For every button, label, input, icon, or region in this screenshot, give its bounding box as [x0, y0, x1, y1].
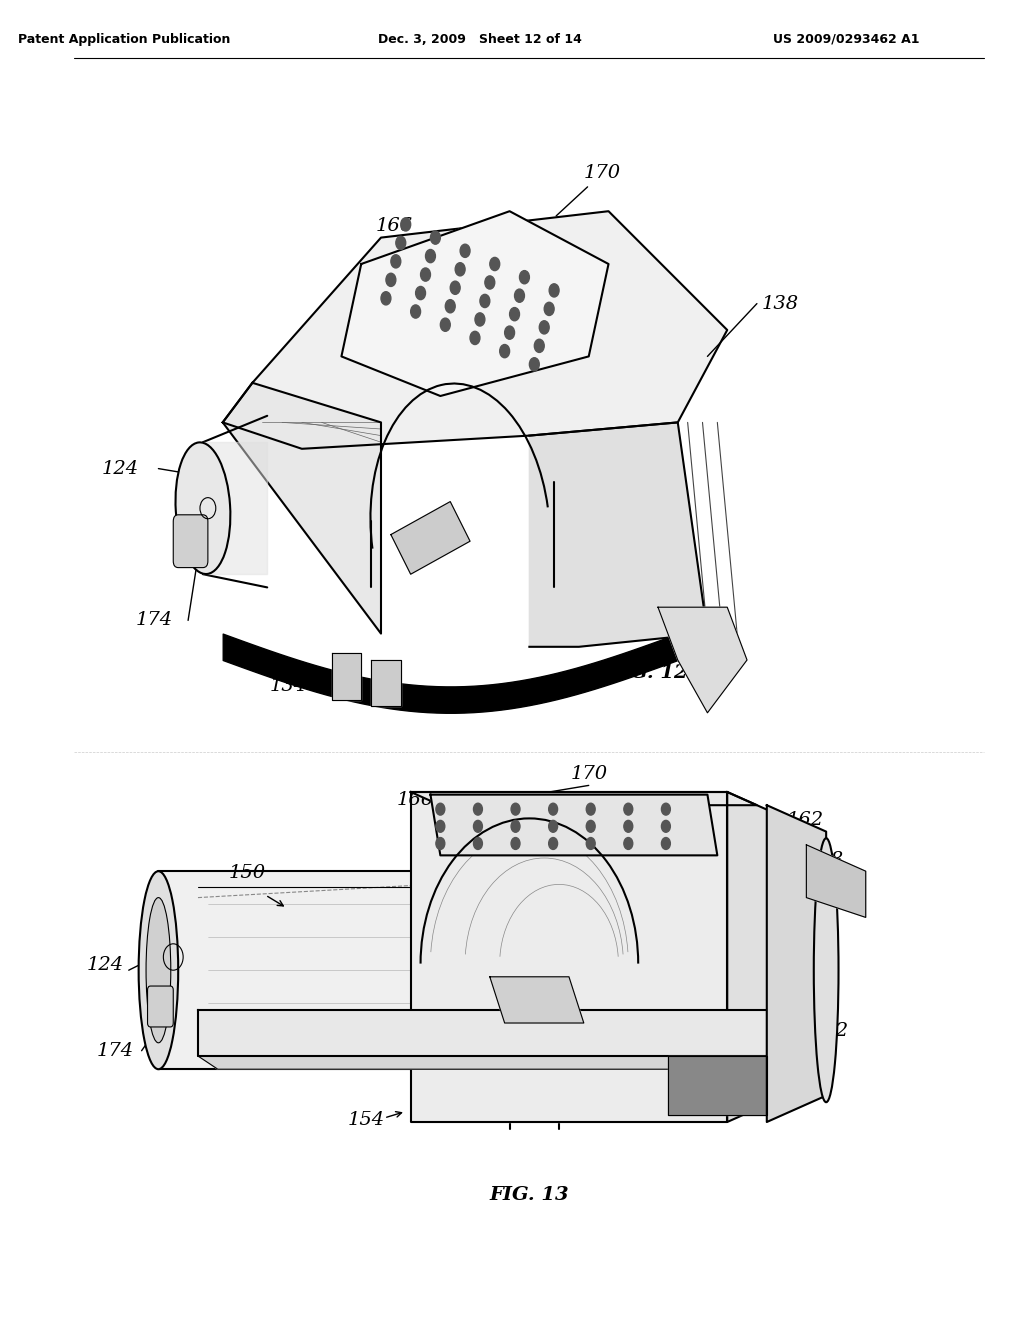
Ellipse shape: [175, 442, 230, 574]
Text: 142: 142: [811, 1022, 849, 1040]
Polygon shape: [767, 805, 826, 1122]
Circle shape: [473, 803, 482, 814]
Text: 154: 154: [347, 1110, 385, 1129]
Circle shape: [514, 289, 524, 302]
Text: 170: 170: [556, 164, 621, 216]
Circle shape: [473, 837, 482, 850]
Circle shape: [411, 305, 421, 318]
Circle shape: [511, 837, 520, 850]
Circle shape: [587, 803, 595, 814]
Circle shape: [485, 276, 495, 289]
Text: 134: 134: [269, 677, 307, 696]
Circle shape: [519, 271, 529, 284]
Polygon shape: [658, 607, 748, 713]
Circle shape: [587, 837, 595, 850]
FancyBboxPatch shape: [147, 986, 173, 1027]
Text: 166: 166: [397, 791, 434, 809]
Circle shape: [549, 820, 558, 833]
Circle shape: [662, 837, 671, 850]
Circle shape: [489, 257, 500, 271]
Circle shape: [456, 263, 465, 276]
Polygon shape: [341, 211, 608, 396]
Text: 124: 124: [87, 956, 124, 974]
Polygon shape: [411, 792, 757, 805]
Polygon shape: [222, 211, 727, 449]
Circle shape: [662, 803, 671, 814]
Polygon shape: [806, 845, 865, 917]
Text: 166: 166: [376, 216, 415, 275]
Circle shape: [480, 294, 489, 308]
Circle shape: [436, 837, 444, 850]
Circle shape: [511, 803, 520, 814]
Circle shape: [436, 803, 444, 814]
Polygon shape: [198, 1056, 786, 1069]
Circle shape: [400, 218, 411, 231]
Circle shape: [391, 255, 400, 268]
Polygon shape: [727, 792, 786, 1122]
Circle shape: [460, 244, 470, 257]
Polygon shape: [489, 977, 584, 1023]
Circle shape: [445, 300, 456, 313]
Circle shape: [386, 273, 396, 286]
Text: Dec. 3, 2009   Sheet 12 of 14: Dec. 3, 2009 Sheet 12 of 14: [378, 33, 582, 46]
FancyBboxPatch shape: [173, 515, 208, 568]
Circle shape: [451, 281, 460, 294]
Circle shape: [662, 820, 671, 833]
Text: FIG. 13: FIG. 13: [489, 1185, 569, 1204]
Polygon shape: [668, 1056, 767, 1115]
Text: 124: 124: [101, 459, 138, 478]
Circle shape: [624, 803, 633, 814]
Polygon shape: [411, 792, 727, 1122]
Circle shape: [549, 803, 558, 814]
Circle shape: [396, 236, 406, 249]
Text: Patent Application Publication: Patent Application Publication: [17, 33, 230, 46]
Circle shape: [430, 231, 440, 244]
Polygon shape: [430, 795, 718, 855]
Circle shape: [505, 326, 514, 339]
Circle shape: [624, 820, 633, 833]
Text: 138: 138: [762, 294, 799, 313]
Circle shape: [549, 837, 558, 850]
Circle shape: [475, 313, 485, 326]
Polygon shape: [391, 502, 470, 574]
Circle shape: [436, 820, 444, 833]
Circle shape: [540, 321, 549, 334]
Text: 162: 162: [786, 810, 823, 829]
Circle shape: [587, 820, 595, 833]
Circle shape: [510, 308, 519, 321]
Circle shape: [381, 292, 391, 305]
Circle shape: [535, 339, 544, 352]
Circle shape: [470, 331, 480, 345]
Polygon shape: [159, 871, 668, 1069]
Circle shape: [549, 284, 559, 297]
Circle shape: [426, 249, 435, 263]
Circle shape: [624, 837, 633, 850]
Text: 150: 150: [229, 863, 266, 882]
Text: 174: 174: [96, 1041, 134, 1060]
Circle shape: [544, 302, 554, 315]
Circle shape: [473, 820, 482, 833]
Text: FIG. 12: FIG. 12: [608, 664, 688, 682]
Text: 138: 138: [806, 850, 844, 869]
Polygon shape: [371, 660, 400, 706]
Polygon shape: [529, 422, 708, 647]
Circle shape: [421, 268, 430, 281]
Polygon shape: [222, 383, 381, 634]
Text: US 2009/0293462 A1: US 2009/0293462 A1: [773, 33, 920, 46]
Ellipse shape: [138, 871, 178, 1069]
Polygon shape: [198, 1010, 767, 1056]
Circle shape: [500, 345, 510, 358]
Circle shape: [529, 358, 540, 371]
Circle shape: [440, 318, 451, 331]
Text: 174: 174: [136, 611, 173, 630]
Ellipse shape: [814, 838, 839, 1102]
Circle shape: [416, 286, 426, 300]
Circle shape: [511, 820, 520, 833]
Polygon shape: [332, 653, 361, 700]
Ellipse shape: [146, 898, 171, 1043]
Text: 170: 170: [570, 764, 607, 783]
